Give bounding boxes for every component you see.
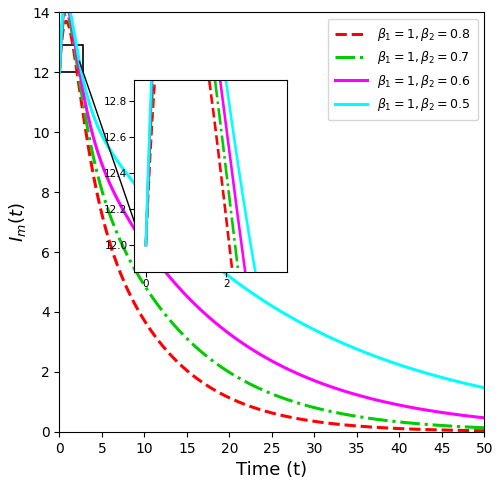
X-axis label: Time (t): Time (t) (236, 461, 308, 479)
Bar (60, 45, 83, 72)
Y-axis label: $I_m(t)$: $I_m(t)$ (7, 202, 28, 242)
Legend: $\beta_1 = 1, \beta_2 = 0.8$, $\beta_1 = 1, \beta_2 = 0.7$, $\beta_1 = 1, \beta_: $\beta_1 = 1, \beta_2 = 0.8$, $\beta_1 =… (328, 18, 478, 121)
